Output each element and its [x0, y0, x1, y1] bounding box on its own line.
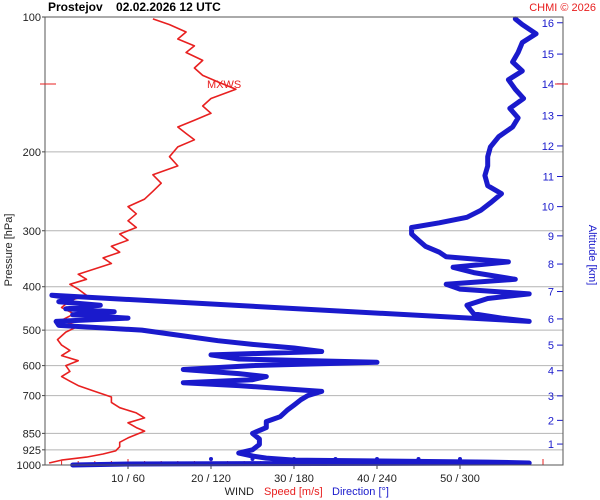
x-tick-label: 40 / 240: [357, 473, 397, 485]
altitude-tick-label: 15: [542, 49, 554, 61]
altitude-tick-label: 8: [548, 259, 554, 271]
x-axis-title-speed: Speed [m/s]: [264, 486, 323, 498]
pressure-tick-label: 400: [23, 282, 41, 294]
x-axis-title-direction: Direction [°]: [332, 486, 389, 498]
pressure-tick-label: 1000: [17, 460, 41, 472]
pressure-tick-label: 200: [23, 147, 41, 159]
altitude-tick-label: 1: [548, 439, 554, 451]
altitude-tick-label: 3: [548, 391, 554, 403]
altitude-tick-label: 14: [542, 79, 554, 91]
altitude-tick-label: 7: [548, 287, 554, 299]
altitude-tick-label: 4: [548, 366, 554, 378]
altitude-tick-label: 10: [542, 202, 554, 214]
max-wind-label: MXWS: [207, 79, 241, 91]
x-tick-labels: 10 / 60 20 / 120 30 / 180 40 / 240 50 / 300: [111, 465, 480, 485]
altitude-tick-label: 2: [548, 415, 554, 427]
pressure-tick-label: 925: [23, 445, 41, 457]
y-axis-title: Pressure [hPa]: [3, 214, 15, 287]
direction-marker: [375, 457, 379, 462]
x-tick-label: 50 / 300: [440, 473, 480, 485]
speed-line: [48, 18, 237, 464]
pressure-tick-label: 850: [23, 428, 41, 440]
altitude-tick-label: 13: [542, 111, 554, 123]
x-tick-label: 10 / 60: [111, 473, 145, 485]
x-tick-label: 30 / 180: [274, 473, 314, 485]
direction-marker: [458, 457, 462, 462]
altitude-tick-label: 11: [543, 171, 554, 183]
altitude-tick-label: 16: [542, 18, 554, 30]
direction-marker: [416, 457, 421, 462]
pressure-tick-labels: 100 200 300 400 500 600 700 850 925 1000: [17, 12, 45, 472]
x-axis-title-wind: WIND: [225, 486, 254, 498]
pressure-tick-label: 300: [23, 226, 41, 238]
pressure-tick-label: 700: [23, 391, 41, 403]
direction-marker: [333, 457, 338, 462]
direction-markers: [209, 457, 462, 462]
altitude-tick-label: 12: [542, 141, 554, 153]
direction-marker: [209, 457, 213, 462]
series-direction: [49, 16, 539, 468]
pressure-tick-label: 500: [23, 325, 41, 337]
plot-frame: [44, 16, 564, 466]
direction-marker: [292, 457, 296, 462]
direction-marker: [250, 457, 255, 462]
pressure-tick-label: 100: [23, 12, 41, 24]
x-tick-label: 20 / 120: [191, 473, 231, 485]
chart-title: Prostejov 02.02.2026 12 UTC: [48, 0, 221, 14]
altitude-tick-label: 5: [548, 340, 554, 352]
y-axis-right-title: Altitude [km]: [586, 225, 598, 286]
altitude-tick-label: 9: [548, 231, 554, 243]
direction-line: [49, 16, 539, 468]
series-speed: [48, 18, 237, 464]
pressure-tick-label: 600: [23, 361, 41, 373]
altitude-tick-label: 6: [548, 314, 554, 326]
chart-credit: CHMI © 2026: [529, 2, 596, 14]
